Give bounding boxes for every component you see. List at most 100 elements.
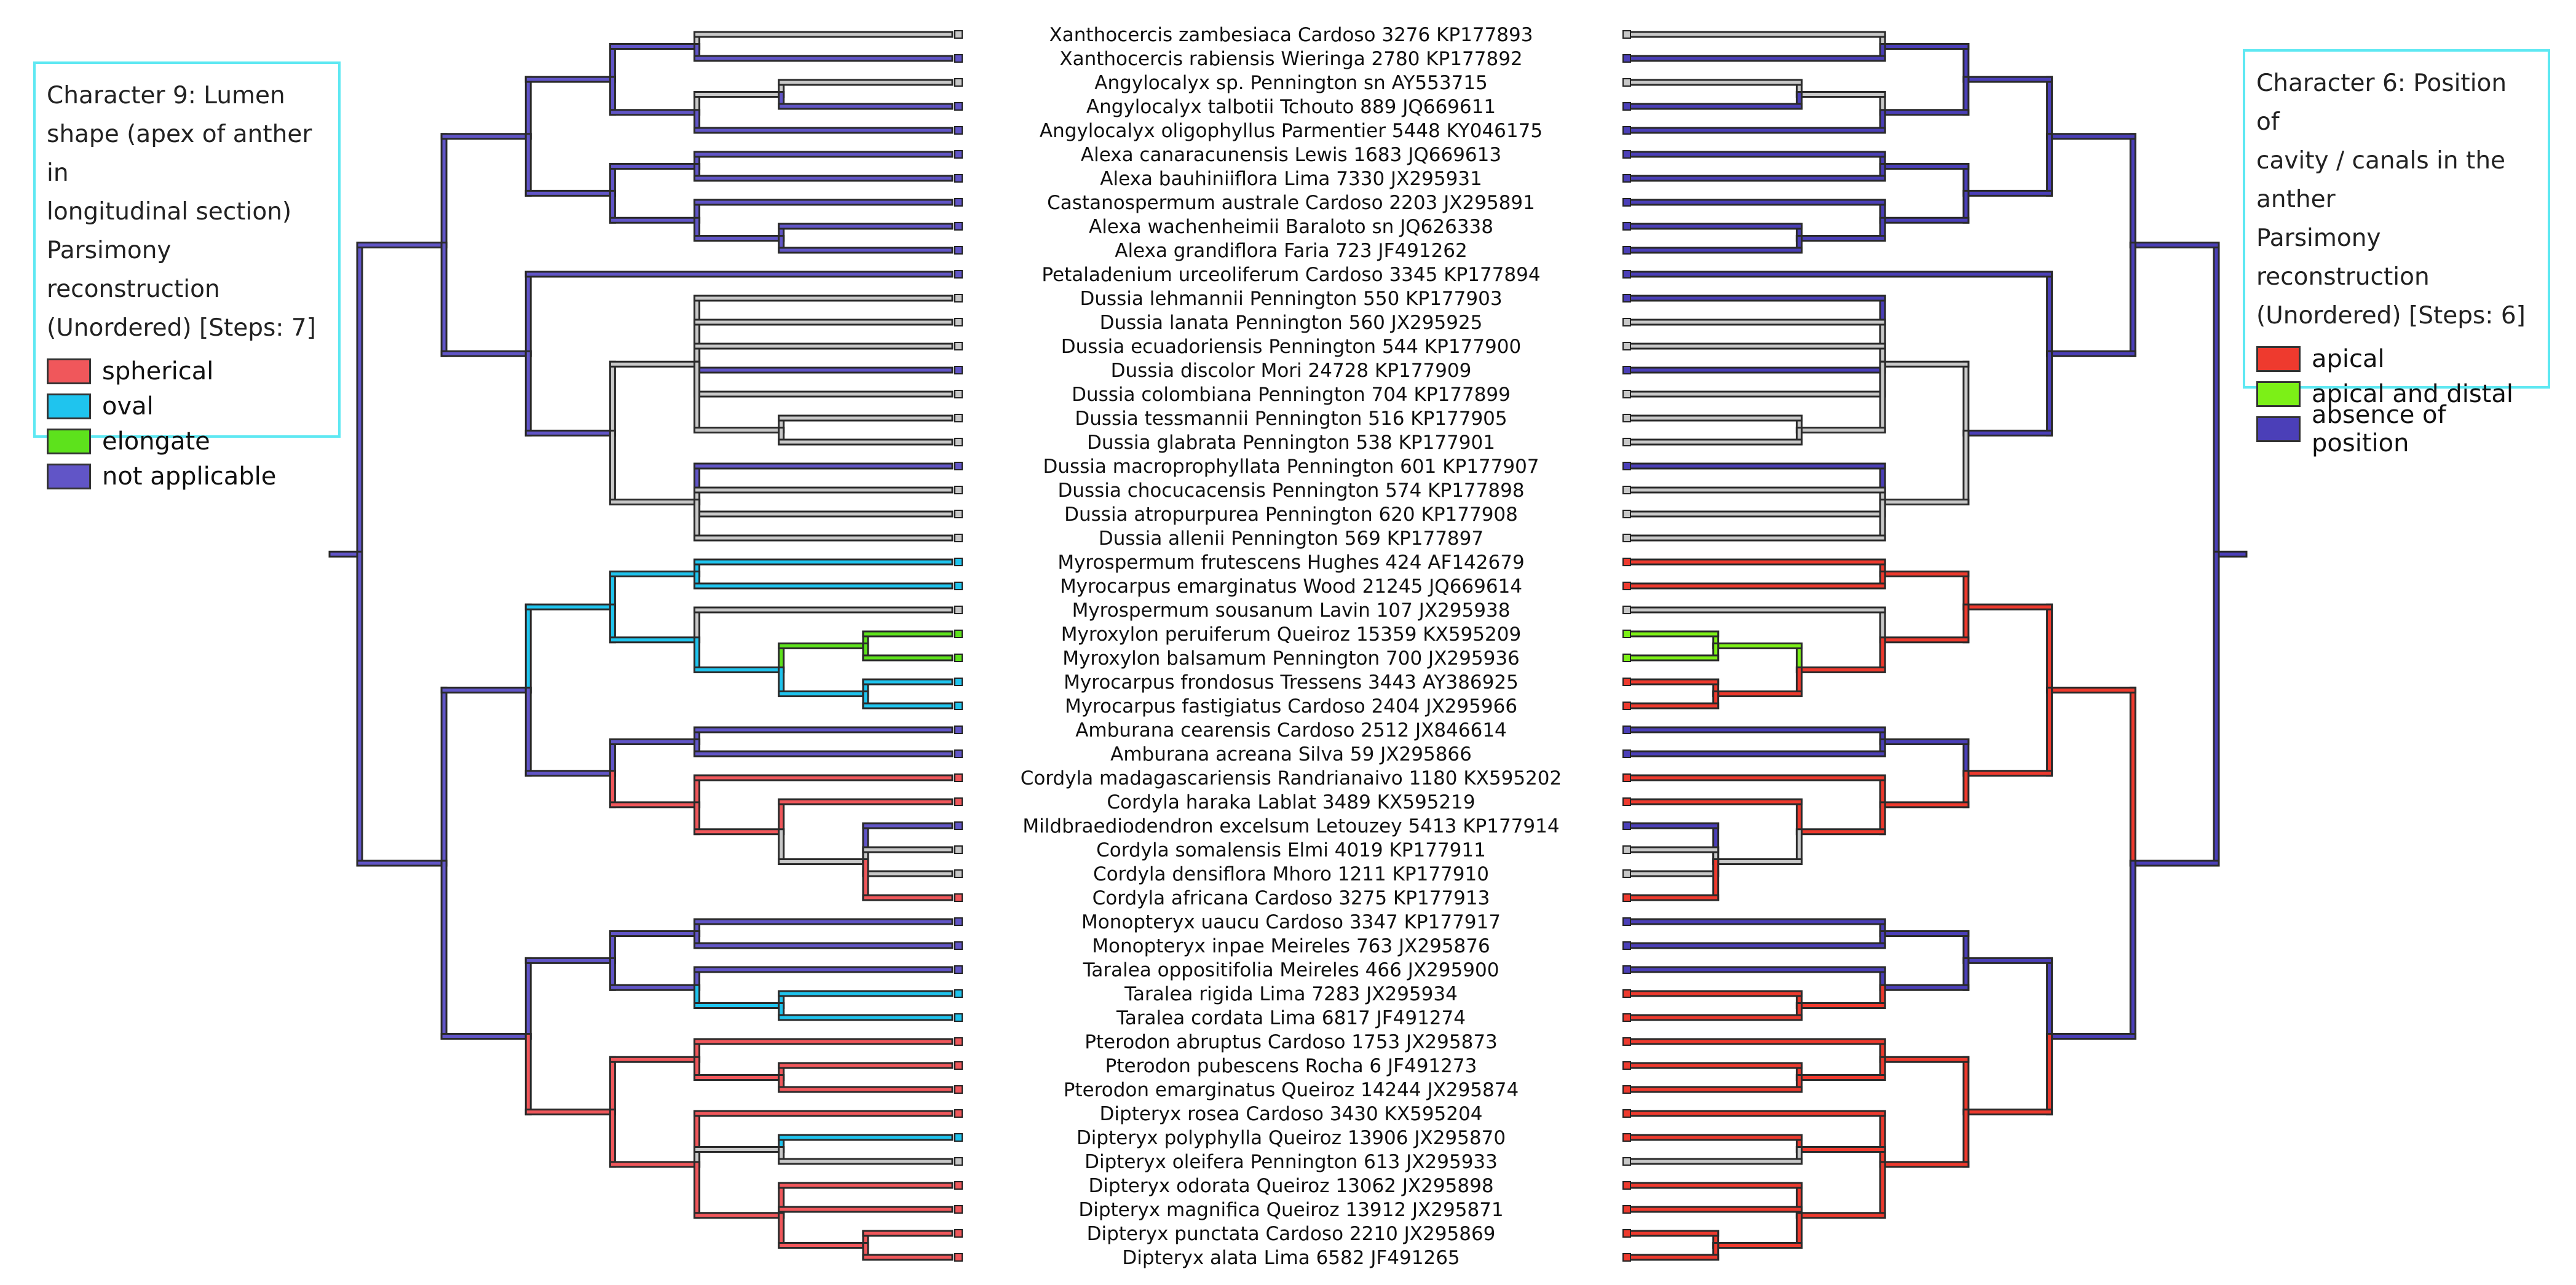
left-tip-state-box (954, 222, 963, 231)
left-tip-state-box (954, 150, 963, 159)
right-tip-state-box (1622, 965, 1631, 974)
legend-item-oval: oval (47, 389, 327, 424)
legend-item-apical: apical (2256, 341, 2537, 376)
left-tip-state-box (954, 174, 963, 183)
left-tip-state-box (954, 462, 963, 470)
legend-title-line: (Unordered) [Steps: 7] (47, 314, 316, 342)
left-tip-state-box (954, 294, 963, 302)
taxon-label: Dipteryx punctata Cardoso 2210 JX295869 (1087, 1223, 1496, 1245)
taxon-label: Myroxylon balsamum Pennington 700 JX2959… (1062, 647, 1520, 670)
left-tip-state-box (954, 390, 963, 398)
right-tip-state-box (1622, 845, 1631, 854)
right-tree-cavity-position (1622, 30, 2248, 1262)
left-tip-state-box (954, 1061, 963, 1070)
legend-item-apical-and-distal: apical and distal (2256, 376, 2537, 411)
taxon-label: Taralea rigida Lima 7283 JX295934 (1124, 983, 1458, 1005)
right-tip-state-box (1622, 174, 1631, 183)
right-tip-state-box (1622, 54, 1631, 63)
legend-character-6: Character 6: Position of cavity / canals… (2243, 49, 2550, 457)
right-tip-state-box (1622, 1013, 1631, 1022)
legend-item-spherical: spherical (47, 354, 327, 389)
right-tip-state-box (1622, 510, 1631, 518)
right-tip-state-box (1622, 989, 1631, 998)
right-tip-state-box (1622, 486, 1631, 494)
right-tip-state-box (1622, 654, 1631, 662)
taxon-label: Dipteryx oleifera Pennington 613 JX29593… (1085, 1151, 1498, 1173)
legend-item-absence-of-position: absence of position (2256, 401, 2537, 457)
left-tip-state-box (954, 198, 963, 207)
right-tip-state-box (1622, 821, 1631, 830)
left-tip-state-box (954, 702, 963, 710)
left-tip-state-box (954, 438, 963, 446)
right-tip-state-box (1622, 246, 1631, 255)
right-tip-state-box (1622, 1157, 1631, 1166)
left-tip-state-box (954, 726, 963, 734)
right-tip-state-box (1622, 30, 1631, 39)
taxon-label: Pterodon abruptus Cardoso 1753 JX295873 (1085, 1031, 1498, 1053)
right-tip-state-box (1622, 102, 1631, 111)
left-tip-state-box (954, 1253, 963, 1262)
left-tip-state-box (954, 893, 963, 902)
left-tip-state-box (954, 30, 963, 39)
right-tip-state-box (1622, 1037, 1631, 1046)
taxon-label: Dipteryx alata Lima 6582 JF491265 (1122, 1247, 1460, 1269)
legend-title-line: longitudinal section) (47, 198, 292, 226)
left-tip-state-box (954, 486, 963, 494)
taxon-label: Dussia lehmannii Pennington 550 KP177903 (1080, 288, 1502, 310)
taxon-label: Angylocalyx sp. Pennington sn AY553715 (1094, 72, 1487, 94)
left-tip-state-box (954, 965, 963, 974)
right-tip-state-box (1622, 294, 1631, 302)
left-tip-state-box (954, 558, 963, 566)
left-tip-state-box (954, 270, 963, 279)
taxon-label: Monopteryx inpae Meireles 763 JX295876 (1092, 935, 1490, 957)
right-tip-state-box (1622, 773, 1631, 782)
right-tip-state-box (1622, 1205, 1631, 1214)
right-tip-state-box (1622, 1229, 1631, 1238)
left-tip-state-box (954, 1157, 963, 1166)
right-tip-state-box (1622, 1133, 1631, 1142)
left-tip-state-box (954, 582, 963, 590)
right-tip-state-box (1622, 318, 1631, 326)
right-tip-state-box (1622, 1085, 1631, 1094)
left-tip-state-box (954, 342, 963, 350)
taxon-label: Dussia atropurpurea Pennington 620 KP177… (1064, 504, 1518, 526)
left-tip-state-box (954, 414, 963, 422)
left-tip-state-box (954, 630, 963, 638)
right-tip-state-box (1622, 678, 1631, 686)
right-tip-state-box (1622, 534, 1631, 542)
left-tip-state-box (954, 1229, 963, 1238)
taxon-label: Dipteryx odorata Queiroz 13062 JX295898 (1088, 1175, 1493, 1197)
right-tip-state-box (1622, 342, 1631, 350)
left-tip-state-box (954, 917, 963, 926)
taxon-label: Dussia colombiana Pennington 704 KP17789… (1072, 384, 1511, 406)
left-tree-lumen-shape (328, 30, 963, 1262)
right-tip-state-box (1622, 390, 1631, 398)
right-tip-state-box (1622, 78, 1631, 87)
legend-title-line: (Unordered) [Steps: 6] (2256, 302, 2526, 330)
legend-item-elongate: elongate (47, 424, 327, 459)
right-tip-state-box (1622, 1181, 1631, 1190)
left-tip-state-box (954, 606, 963, 614)
taxon-label: Xanthocercis rabiensis Wieringa 2780 KP1… (1059, 48, 1522, 70)
left-tip-state-box (954, 797, 963, 806)
taxon-label: Pterodon pubescens Rocha 6 JF491273 (1105, 1055, 1477, 1077)
right-tip-state-box (1622, 198, 1631, 207)
legend-title-line: Character 9: Lumen (47, 82, 285, 109)
taxon-label: Myrocarpus emarginatus Wood 21245 JQ6696… (1060, 575, 1522, 598)
legend-swatch (47, 393, 91, 419)
right-tip-state-box (1622, 917, 1631, 926)
legend-item-label: not applicable (102, 462, 277, 491)
left-tip-state-box (954, 654, 963, 662)
right-tip-state-box (1622, 438, 1631, 446)
right-tip-state-box (1622, 702, 1631, 710)
taxon-label: Myrospermum frutescens Hughes 424 AF1426… (1057, 552, 1524, 574)
left-tip-state-box (954, 1205, 963, 1214)
right-tip-state-box (1622, 270, 1631, 279)
left-tip-state-box (954, 821, 963, 830)
taxon-label: Dipteryx rosea Cardoso 3430 KX595204 (1100, 1103, 1483, 1125)
left-tip-state-box (954, 318, 963, 326)
taxon-label: Taralea cordata Lima 6817 JF491274 (1116, 1007, 1466, 1029)
taxon-label: Pterodon emarginatus Queiroz 14244 JX295… (1064, 1079, 1519, 1101)
legend-title-line: shape (apex of anther in (47, 121, 312, 187)
